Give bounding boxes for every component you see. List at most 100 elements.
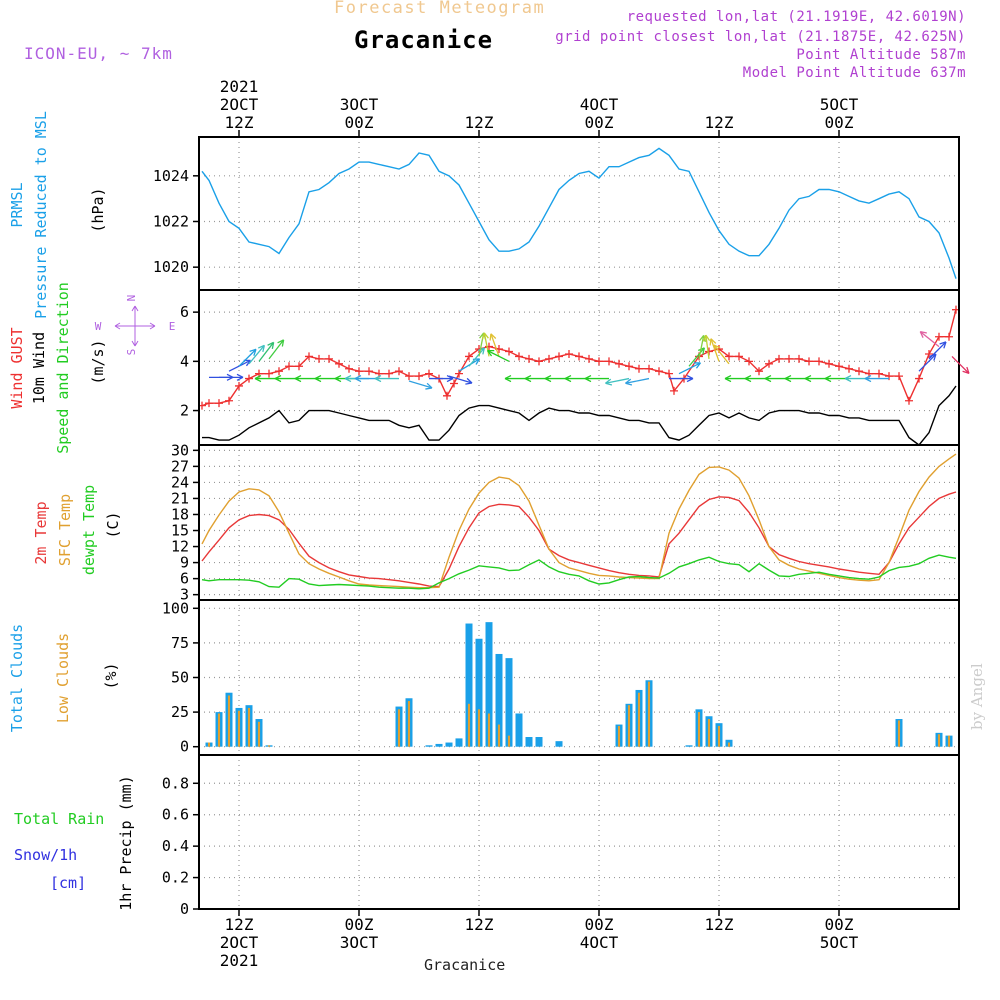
bar-low-clouds [717,725,721,747]
compass-rose: N S W E [95,295,176,356]
wind-arrow [705,335,710,359]
gust-marker [665,369,673,378]
wind-arrowhead [709,338,717,346]
bar-low-clouds [697,712,701,747]
gust-marker [755,367,763,376]
wind-arrowhead [487,349,495,357]
gust-marker [895,372,903,381]
wind-arrow [248,344,265,365]
label-wind-gust: Wind GUST [8,327,26,408]
bar-low-clouds [217,713,221,747]
top-tick-label: 12Z [225,113,254,132]
gust-marker [670,386,678,395]
wind-arrows [209,330,970,390]
wind-arrowhead [804,374,812,383]
wind-arrow [951,355,970,374]
y-tick-label: 30 [171,441,189,459]
wind-arrowhead [764,374,772,383]
series-line-10m-wind [202,385,957,446]
wind-arrow [448,375,473,384]
label-total-rain: Total Rain [14,810,104,828]
bar-low-clouds [707,719,711,747]
wind-arrowhead [824,374,832,383]
wind-arrowhead [425,382,433,390]
gust-marker [835,362,843,371]
wind-arrowhead [249,348,257,356]
panel-precipitation: 0 0.2 0.4 0.6 0.8 [162,754,960,918]
y-tick-label: 50 [171,669,189,687]
gust-marker [655,367,663,376]
bar-low-clouds [637,692,641,747]
wind-arrowhead [724,374,732,383]
label-total-clouds: Total Clouds [8,624,26,732]
gust-marker [935,332,943,341]
bar-low-clouds [207,742,211,747]
bar-low-clouds [257,721,261,747]
wind-arrowhead [354,374,362,383]
bottom-location-label: Gracanice [424,956,506,974]
bar-low-clouds [267,745,271,747]
bar-total-clouds [435,743,443,747]
gust-marker [645,364,653,373]
y-tick-label: 24 [171,473,189,491]
y-tick-label: 9 [180,554,189,572]
wind-arrowhead [344,374,352,383]
label-precip-mm: 1hr Precip (mm) [117,775,135,910]
y-tick-label: 0.4 [162,837,189,855]
y-tick-label: 0 [180,900,189,918]
bottom-tick-label: 12Z [225,915,254,934]
bottom-year-label: 2021 [220,951,259,970]
label-pressure-msl: Pressure Reduced to MSL [32,111,50,319]
bottom-tick-label: 2OCT [220,933,259,952]
wind-arrowhead [314,374,322,383]
bar-low-clouds [897,720,901,747]
top-tick-label: 12Z [465,113,494,132]
gust-marker [555,352,563,361]
wind-arrow [408,380,433,389]
bar-low-clouds [617,725,621,747]
bar-low-clouds [947,735,951,747]
chart-title: Forecast Meteogram [334,0,546,18]
series-line-dewpt-temp [201,554,957,590]
wind-arrowhead [481,332,489,340]
gust-marker [745,357,753,366]
bar-low-clouds [647,681,651,747]
wind-arrowhead [693,362,701,369]
gust-marker [775,354,783,363]
wind-arrowhead [919,330,927,338]
wind-arrowhead [294,374,302,383]
wind-arrow [688,347,705,367]
wind-arrow [918,353,937,372]
wind-arrowhead [504,374,512,383]
bar-low-clouds [497,724,501,747]
panel-frame [198,754,960,910]
gust-marker [945,332,953,341]
label-low-clouds: Low Clouds [54,633,72,723]
model-label: ICON-EU, ~ 7km [24,44,173,63]
top-year-label: 2021 [220,77,259,96]
location-name: Gracanice [354,26,494,54]
bar-total-clouds [425,745,433,747]
wind-arrow [625,377,650,384]
gust-marker [815,357,823,366]
gust-marker [365,367,373,376]
wind-arrowhead [544,374,552,383]
y-tick-label: 18 [171,505,189,523]
wind-arrowhead [864,374,872,383]
bar-total-clouds [505,658,513,747]
wind-arrowhead [713,344,721,352]
bar-total-clouds [525,737,533,747]
top-tick-label: 12Z [705,113,734,132]
wind-arrowhead [703,334,711,342]
wind-arrow [490,333,500,357]
gust-marker [735,352,743,361]
wind-arrow [678,362,701,375]
gust-marker [875,369,883,378]
wind-arrowhead [939,341,947,349]
bar-total-clouds [685,745,693,747]
bar-total-clouds [485,622,493,747]
requested-coords: requested lon,lat (21.1919E, 42.6019N) [626,9,966,25]
gust-marker [325,354,333,363]
